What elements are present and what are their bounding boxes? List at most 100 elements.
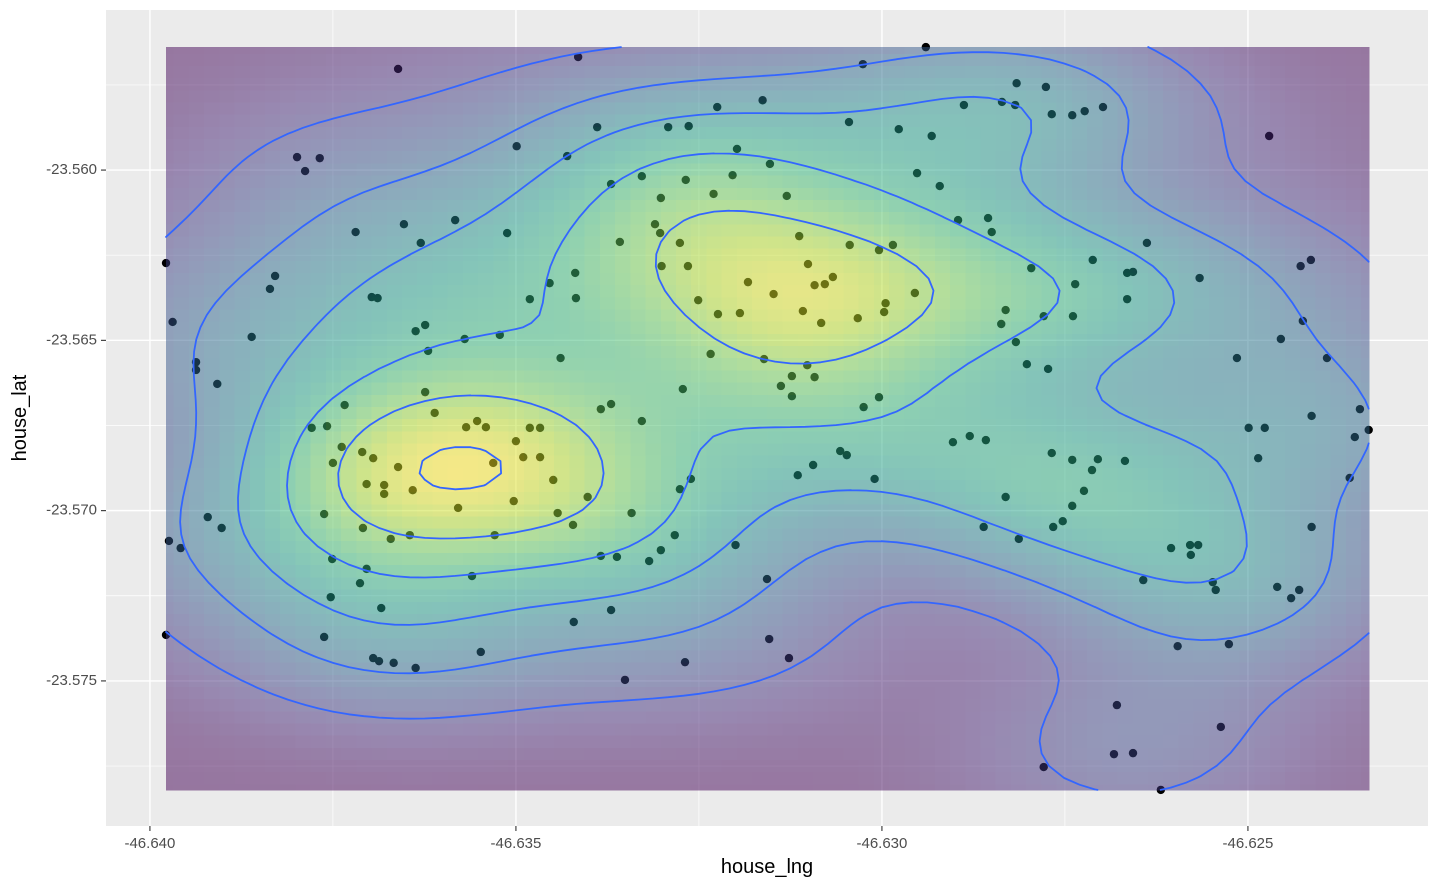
density-cell	[736, 649, 753, 663]
density-cell	[539, 588, 555, 602]
density-cell	[782, 126, 799, 140]
density-cell	[828, 260, 845, 273]
density-cell	[173, 613, 190, 627]
density-cell	[417, 552, 434, 566]
density-cell	[615, 223, 631, 237]
density-cell	[508, 150, 525, 164]
density-cell	[554, 260, 571, 273]
density-cell	[630, 126, 647, 140]
density-cell	[1010, 467, 1027, 480]
density-cell	[219, 491, 236, 505]
density-cell	[873, 150, 890, 164]
density-cell	[965, 235, 982, 249]
density-cell	[539, 722, 555, 736]
density-cell	[341, 503, 357, 517]
density-cell	[219, 722, 236, 736]
density-cell	[462, 759, 479, 773]
density-cell	[1224, 698, 1240, 712]
density-cell	[386, 114, 403, 127]
density-cell	[1041, 260, 1058, 273]
density-cell	[691, 698, 708, 712]
density-cell	[615, 479, 631, 493]
density-cell	[569, 430, 586, 444]
density-cell	[432, 418, 449, 432]
density-cell	[523, 296, 540, 310]
density-cell	[341, 564, 357, 578]
density-cell	[188, 369, 205, 383]
density-cell	[1010, 601, 1027, 614]
density-cell	[630, 248, 647, 261]
density-cell	[401, 576, 418, 590]
density-cell	[173, 89, 190, 103]
density-cell	[1269, 77, 1286, 91]
density-cell	[188, 479, 205, 493]
density-cell	[736, 515, 753, 529]
density-cell	[310, 467, 327, 480]
density-cell	[386, 783, 403, 791]
density-cell	[401, 235, 418, 249]
density-cell	[432, 150, 449, 164]
density-cell	[1102, 528, 1119, 541]
density-cell	[1178, 406, 1195, 420]
density-cell	[630, 321, 647, 334]
density-cell	[691, 199, 708, 213]
density-cell	[493, 698, 510, 712]
density-cell	[1071, 430, 1088, 444]
density-cell	[599, 710, 616, 724]
density-cell	[569, 162, 586, 176]
density-cell	[417, 296, 434, 310]
density-cell	[721, 491, 738, 505]
density-cell	[341, 735, 357, 748]
density-cell	[539, 637, 555, 651]
density-cell	[858, 686, 875, 700]
density-cell	[569, 199, 586, 213]
density-cell	[462, 686, 479, 700]
density-cell	[1026, 783, 1042, 791]
density-cell	[615, 662, 631, 675]
density-cell	[1010, 174, 1027, 188]
density-cell	[691, 613, 708, 627]
density-cell	[386, 187, 403, 200]
density-cell	[1178, 101, 1195, 115]
density-cell	[508, 747, 525, 761]
density-cell	[584, 174, 601, 188]
density-cell	[295, 406, 312, 420]
density-cell	[691, 601, 708, 614]
density-cell	[1330, 272, 1347, 286]
density-cell	[706, 418, 723, 432]
density-cell	[204, 601, 220, 614]
density-cell	[249, 735, 266, 748]
density-cell	[401, 321, 418, 334]
density-cell	[188, 442, 205, 456]
density-cell	[1147, 369, 1164, 383]
density-cell	[204, 357, 220, 371]
density-cell	[782, 101, 799, 115]
density-cell	[630, 771, 647, 785]
density-cell	[1284, 284, 1301, 298]
density-cell	[1193, 406, 1210, 420]
density-cell	[1102, 89, 1119, 103]
density-cell	[1361, 540, 1370, 554]
density-cell	[706, 77, 723, 91]
density-cell	[965, 625, 982, 639]
density-cell	[995, 491, 1012, 505]
density-cell	[934, 138, 951, 152]
density-cell	[1315, 418, 1332, 432]
density-cell	[676, 89, 692, 103]
density-cell	[1071, 260, 1088, 273]
density-cell	[919, 248, 936, 261]
density-cell	[599, 272, 616, 286]
density-cell	[1010, 759, 1027, 773]
density-cell	[249, 162, 266, 176]
density-cell	[386, 418, 403, 432]
density-cell	[401, 296, 418, 310]
density-cell	[569, 284, 586, 298]
density-cell	[356, 77, 373, 91]
density-cell	[493, 686, 510, 700]
density-cell	[843, 479, 860, 493]
density-cell	[843, 503, 860, 517]
density-cell	[858, 126, 875, 140]
density-cell	[858, 114, 875, 127]
density-cell	[462, 321, 479, 334]
density-cell	[1224, 126, 1240, 140]
